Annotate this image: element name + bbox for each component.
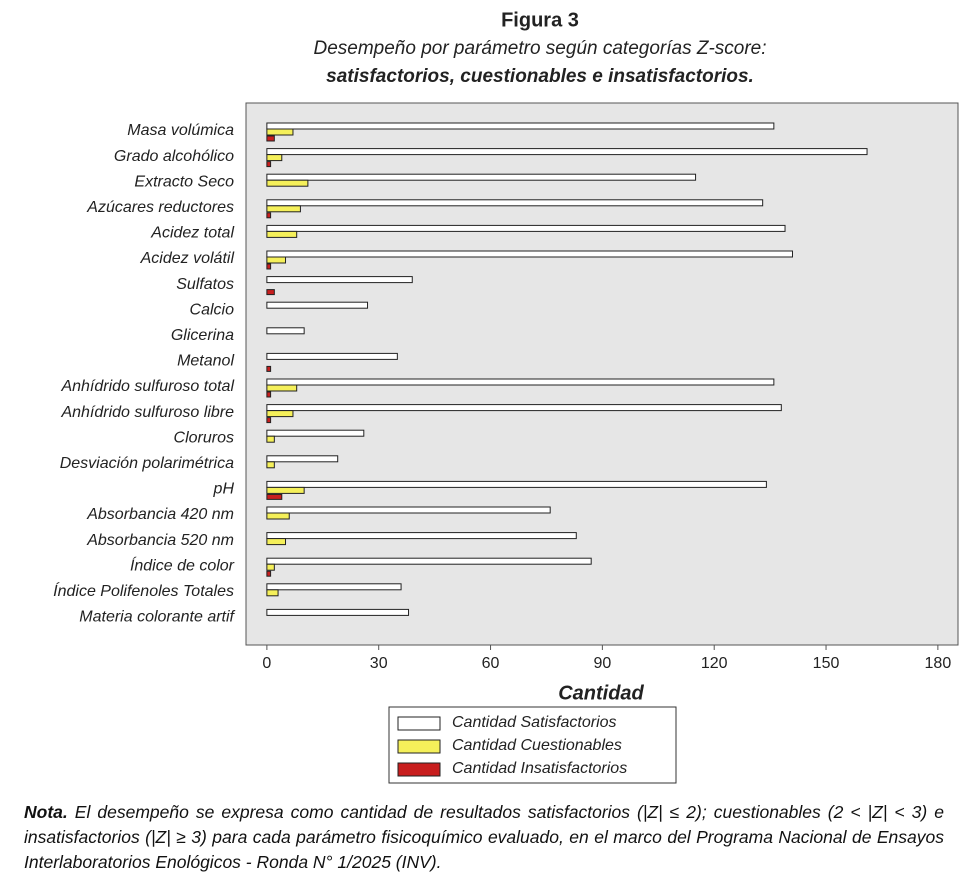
bar	[266, 256, 287, 264]
y-tick-label: Sulfatos	[176, 276, 234, 293]
x-tick-label: 90	[593, 655, 611, 672]
chart-subtitle: Desempeño por parámetro según categorías…	[313, 38, 766, 59]
y-tick-label: Índice de color	[130, 555, 235, 574]
bar	[266, 327, 305, 335]
x-tick-label: 180	[925, 655, 952, 672]
bar	[266, 301, 369, 309]
legend-swatch	[397, 716, 441, 731]
bar	[266, 461, 275, 469]
chart-subtitle: satisfactorios, cuestionables e insatisf…	[326, 66, 754, 87]
y-tick-label: Absorbancia 420 nm	[86, 506, 234, 523]
legend-label: Cantidad Satisfactorios	[452, 714, 617, 731]
bar	[266, 557, 592, 565]
bar	[266, 148, 868, 156]
y-tick-label: pH	[213, 481, 235, 498]
bar	[266, 352, 398, 360]
bar	[266, 583, 402, 591]
bar	[266, 384, 298, 392]
bar	[266, 493, 283, 500]
bar	[266, 417, 272, 424]
bar	[266, 391, 272, 398]
bar	[266, 506, 551, 514]
bar	[266, 435, 275, 443]
y-tick-label: Índice Polifenoles Totales	[53, 581, 234, 600]
bar	[266, 570, 272, 577]
bar	[266, 563, 275, 571]
y-tick-label: Calcio	[190, 301, 235, 318]
x-tick-label: 30	[370, 655, 388, 672]
bar	[266, 224, 786, 232]
legend-label: Cantidad Insatisfactorios	[452, 760, 627, 777]
y-tick-label: Masa volúmica	[127, 122, 234, 139]
bar	[266, 455, 339, 463]
bar	[266, 230, 298, 238]
legend-swatch	[397, 762, 441, 777]
bar	[266, 480, 767, 488]
y-tick-label: Absorbancia 520 nm	[86, 532, 234, 549]
bar	[266, 512, 290, 520]
bar	[266, 429, 365, 437]
y-tick-label: Acidez total	[150, 225, 234, 242]
x-tick-label: 60	[482, 655, 500, 672]
legend-swatch	[397, 739, 441, 754]
y-tick-label: Extracto Seco	[134, 173, 234, 190]
bar	[266, 212, 272, 219]
bar	[266, 404, 782, 412]
bar	[266, 532, 577, 540]
bar	[266, 378, 775, 386]
note: Nota. El desempeño se expresa como canti…	[24, 800, 944, 875]
y-tick-label: Materia colorante artif	[79, 609, 235, 626]
y-tick-label: Anhídrido sulfuroso libre	[60, 404, 234, 421]
bar	[266, 263, 272, 270]
bar	[266, 179, 309, 187]
bar	[266, 173, 697, 181]
legend-label: Cantidad Cuestionables	[452, 737, 622, 754]
y-tick-label: Metanol	[177, 353, 234, 370]
bar	[266, 365, 272, 372]
bar	[266, 205, 301, 213]
bar	[266, 128, 294, 136]
bar	[266, 410, 294, 418]
bar	[266, 154, 283, 162]
note-text: El desempeño se expresa como cantidad de…	[24, 802, 944, 872]
bar	[266, 289, 275, 296]
bar	[266, 135, 275, 142]
bar	[266, 608, 410, 616]
y-tick-label: Grado alcohólico	[114, 148, 234, 165]
x-tick-label: 150	[813, 655, 840, 672]
y-tick-label: Azúcares reductores	[86, 199, 234, 216]
bar	[266, 250, 793, 258]
x-tick-label: 120	[701, 655, 728, 672]
y-tick-label: Glicerina	[171, 327, 234, 344]
bar	[266, 538, 287, 546]
bar	[266, 199, 764, 207]
bar	[266, 486, 305, 494]
y-tick-label: Desviación polarimétrica	[60, 455, 234, 472]
bar	[266, 122, 775, 130]
chart: Figura 3 Desempeño por parámetro según c…	[53, 9, 959, 784]
bar	[266, 161, 272, 168]
y-tick-label: Cloruros	[174, 429, 234, 446]
x-axis-label: Cantidad	[558, 682, 644, 704]
plot-area	[245, 102, 959, 646]
y-tick-label: Anhídrido sulfuroso total	[60, 378, 234, 395]
bar	[266, 589, 279, 597]
x-tick-label: 0	[262, 655, 271, 672]
bar	[266, 276, 413, 284]
y-tick-label: Acidez volátil	[140, 250, 235, 267]
chart-title: Figura 3	[501, 9, 579, 31]
note-label: Nota.	[24, 802, 68, 822]
